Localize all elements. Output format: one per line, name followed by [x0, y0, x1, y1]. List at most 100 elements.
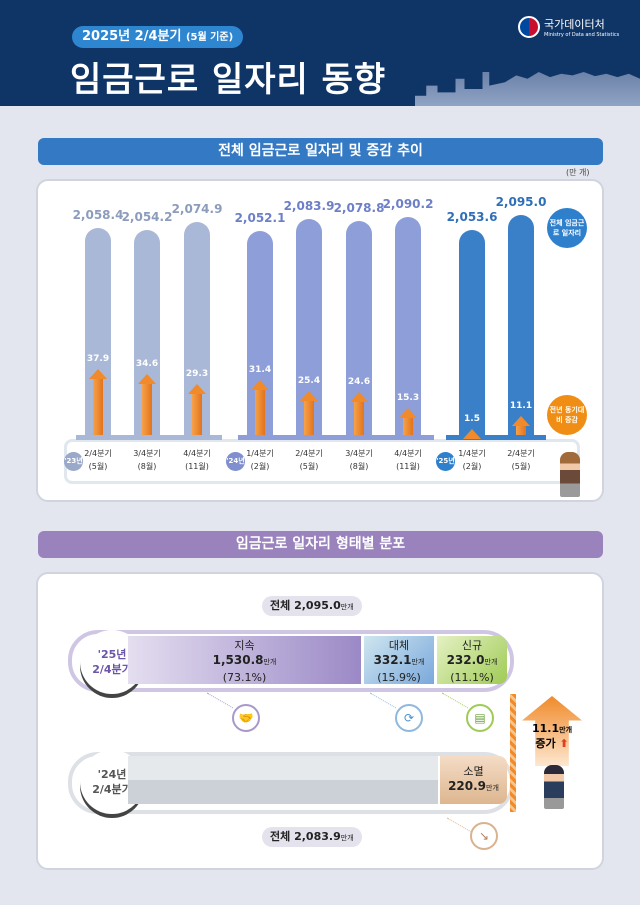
legend-total: 전체 임금근로 일자리 — [547, 208, 587, 248]
decline-chart-icon: ↘ — [470, 822, 498, 850]
tick-quarter: 4/4분기 — [394, 449, 422, 458]
bar-total-label: 2,054.2 — [121, 209, 173, 224]
increase-label: 11.1만개 증가 ⬆ — [522, 722, 582, 751]
bar-total-label: 2,095.0 — [495, 194, 547, 209]
bar-change-label: 1.5 — [464, 414, 480, 424]
tick-month: (8월) — [349, 462, 369, 471]
tick-month: (5월) — [88, 462, 108, 471]
emblem-icon — [518, 16, 540, 38]
seg-value: 332.1 — [373, 653, 412, 667]
seg-unit: 만개 — [484, 658, 498, 666]
bar-total-label: 2,090.2 — [382, 196, 434, 211]
total-2024: 전체 2,083.9만개 — [262, 827, 362, 847]
year-baseline — [446, 435, 546, 440]
handshake-icon: 🤝 — [232, 704, 260, 732]
tick-month: (2월) — [250, 462, 270, 471]
tick-quarter: 1/4분기 — [246, 449, 274, 458]
period: 2025년 2/4분기 — [82, 29, 182, 44]
bar-total — [508, 214, 534, 435]
tick-quarter: 1/4분기 — [458, 449, 486, 458]
logo-name: 국가데이터처 — [544, 18, 605, 31]
seg-name: 지속 — [234, 639, 255, 652]
bar-change-label: 25.4 — [297, 375, 321, 386]
tick-quarter: 3/4분기 — [133, 449, 161, 458]
x-tick-label: 3/4분기 (8월) — [334, 447, 384, 473]
tick-month: (2월) — [462, 462, 482, 471]
tick-quarter: 2/4분기 — [295, 449, 323, 458]
bar-change-arrow — [512, 415, 530, 435]
tick-month: (11월) — [396, 462, 420, 471]
replacement-icon: ⟳ — [395, 704, 423, 732]
up-circle-icon: ⬆ — [559, 737, 569, 750]
increase-text: 증가 — [535, 737, 556, 750]
total-unit: 만개 — [340, 603, 354, 611]
total-value: 2,095.0 — [294, 599, 341, 612]
seg-unit: 만개 — [263, 658, 277, 666]
seg-name: 소멸 — [463, 765, 484, 778]
man-illustration — [544, 765, 564, 809]
tick-quarter: 3/4분기 — [345, 449, 373, 458]
page-title: 임금근로 일자리 동향 — [70, 60, 387, 100]
bar-change-label: 37.9 — [86, 353, 110, 364]
seg-name: 대체 — [388, 639, 410, 652]
period-note: (5월 기준) — [185, 32, 234, 43]
year: '24년 — [97, 768, 127, 781]
unit-label: (만 개) — [566, 168, 590, 177]
total-label: 전체 — [270, 599, 291, 612]
seg-value: 1,530.8 — [212, 653, 264, 667]
x-tick-label: 2/4분기 (5월) — [284, 447, 334, 473]
x-tick-label: 1/4분기 (2월) — [235, 447, 285, 473]
bar-change-label: 15.3 — [396, 393, 420, 404]
x-tick-label: 4/4분기 (11월) — [172, 447, 222, 473]
tick-quarter: 2/4분기 — [84, 449, 112, 458]
resume-icon: ▤ — [466, 704, 494, 732]
section-title: 전체 임금근로 일자리 및 증감 추이 — [38, 138, 603, 165]
tick-month: (8월) — [137, 462, 157, 471]
seg-value: 232.0 — [446, 653, 485, 667]
bar-change-arrow — [89, 368, 107, 435]
x-tick-label: 1/4분기 (2월) — [447, 447, 497, 473]
year-baseline — [76, 435, 222, 440]
segment-continuing: 지속 1,530.8만개 (73.1%) — [128, 636, 361, 684]
logo: 국가데이터처 Ministry of Data and Statistics — [518, 16, 619, 38]
increase-unit: 만개 — [559, 726, 573, 734]
tick-quarter: 4/4분기 — [183, 449, 211, 458]
seg-pct: (73.1%) — [222, 671, 267, 684]
bar-change-arrow — [350, 391, 368, 435]
bar-change-label: 34.6 — [135, 359, 159, 370]
bar-change-arrow — [188, 383, 206, 435]
bar-total — [459, 230, 485, 435]
quarter: 2/4분기 — [92, 663, 132, 676]
increase-value: 11.1 — [531, 722, 560, 735]
bar-total-label: 2,053.6 — [446, 210, 498, 225]
bar-total-label: 2,058.4 — [72, 208, 124, 223]
tick-month: (11월) — [185, 462, 209, 471]
total-2025: 전체 2,095.0만개 — [262, 596, 362, 616]
distribution-panel — [36, 572, 604, 870]
bar-change-label: 31.4 — [248, 365, 272, 376]
bar-change-arrow — [463, 429, 481, 439]
bar-total — [395, 216, 421, 435]
quarter: 2/4분기 — [92, 783, 132, 796]
segment-replacement: 대체 332.1만개 (15.9%) — [364, 636, 434, 684]
period-badge: 2025년 2/4분기 (5월 기준) — [72, 26, 244, 48]
woman-illustration — [560, 452, 580, 497]
x-tick-label: 2/4분기 (5월) — [73, 447, 123, 473]
bar-change-label: 29.3 — [185, 368, 209, 379]
seg-unit: 만개 — [486, 784, 499, 792]
year-badge: '23년 — [64, 452, 83, 471]
row-2025 — [68, 630, 514, 692]
total-unit: 만개 — [340, 834, 354, 842]
segment-extinct: 소멸 220.9만개 — [440, 756, 507, 804]
bar-total-label: 2,078.8 — [333, 200, 385, 215]
tick-month: (5월) — [511, 462, 531, 471]
tick-quarter: 2/4분기 — [507, 449, 535, 458]
year-baseline — [238, 435, 434, 440]
segment-new: 신규 232.0만개 (11.1%) — [437, 636, 507, 684]
seg-value: 220.9 — [448, 779, 487, 793]
x-tick-label: 4/4분기 (11월) — [383, 447, 433, 473]
bar-change-arrow — [300, 390, 318, 435]
total-value: 2,083.9 — [294, 830, 341, 843]
bar-change-arrow — [251, 380, 269, 435]
year-badge: '25년 — [436, 452, 455, 471]
